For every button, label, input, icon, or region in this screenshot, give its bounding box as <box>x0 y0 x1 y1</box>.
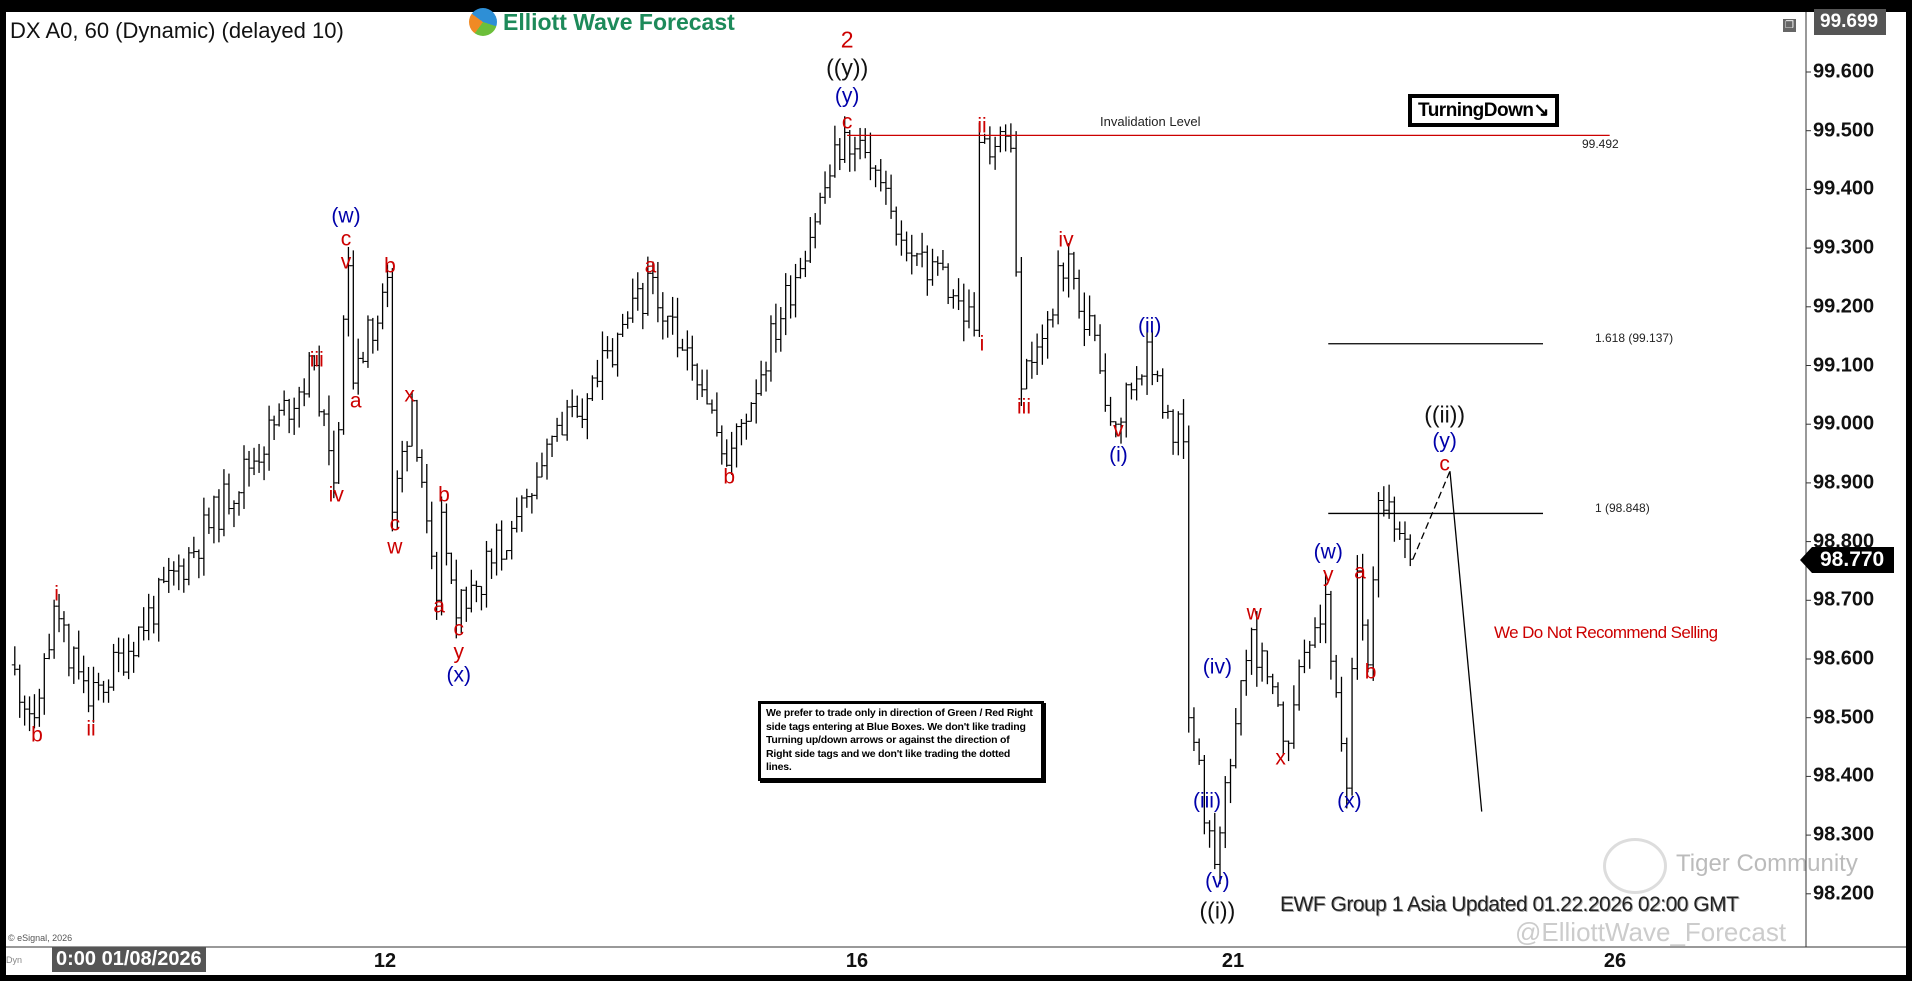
wave-label: b <box>438 483 450 507</box>
price-tag-current: 98.770 <box>1799 547 1895 573</box>
price-tick-label: 98.600 <box>1813 647 1875 670</box>
price-tick-label: 98.500 <box>1813 706 1875 729</box>
update-text: EWF Group 1 Asia Updated 01.22.2026 02:0… <box>1280 893 1739 916</box>
wave-label: (w) <box>1313 540 1343 564</box>
wave-label: x <box>404 383 415 407</box>
wave-label: ii <box>86 717 96 741</box>
wave-label: ((y)) <box>826 54 869 81</box>
invalidation-label: Invalidation Level <box>1100 114 1201 129</box>
wave-label: y <box>453 640 465 664</box>
wave-label: a <box>1354 560 1366 584</box>
wave-label: iii <box>309 348 324 372</box>
levels <box>847 134 1610 515</box>
price-tag-top: 99.699 <box>1814 9 1887 35</box>
price-bars <box>11 116 1414 885</box>
price-tick-label: 98.400 <box>1813 764 1875 787</box>
copyright: © eSignal, 2026 <box>8 933 73 943</box>
wave-label: ((ii)) <box>1424 401 1466 428</box>
wave-label: a <box>433 594 445 618</box>
price-tick-label: 98.800 <box>1813 530 1875 553</box>
wave-label: x <box>1275 746 1286 770</box>
price-tick-label: 99.300 <box>1813 236 1875 259</box>
time-tick-16: 16 <box>845 950 869 972</box>
wave-label: (iii) <box>1192 789 1221 813</box>
wave-label: (y) <box>1432 429 1457 453</box>
wave-label: w <box>1246 601 1262 625</box>
time-tick-21: 21 <box>1221 950 1245 972</box>
wave-label: (i) <box>1109 443 1128 467</box>
wave-label: a <box>349 389 362 413</box>
price-tick-label: 99.400 <box>1813 177 1875 200</box>
price-tick-label: 98.200 <box>1813 882 1875 905</box>
wave-label: (ii) <box>1137 314 1162 338</box>
wave-label: iv <box>328 483 344 507</box>
wave-label: (x) <box>446 663 472 687</box>
restore-window-icon[interactable]: ❐ <box>1783 19 1796 32</box>
wave-label: iii <box>1017 395 1031 419</box>
logo-icon <box>469 8 497 36</box>
price-tick-label: 99.600 <box>1813 60 1875 83</box>
recommendation-text: We Do Not Recommend Selling <box>1494 623 1718 642</box>
trading-note: We prefer to trade only in direction of … <box>758 701 1044 781</box>
wave-label: b <box>31 723 43 747</box>
chart-window <box>6 12 1906 975</box>
wave-label: (iv) <box>1202 655 1232 679</box>
price-tick-label: 99.000 <box>1813 412 1875 435</box>
wave-label: i <box>979 332 985 356</box>
fib-1618-label: 1.618 (99.137) <box>1595 331 1674 345</box>
wave-label: i <box>54 582 59 606</box>
wave-label: 2 <box>840 26 854 53</box>
logo-text: Elliott Wave Forecast <box>503 8 735 35</box>
wave-label: (w) <box>331 204 361 228</box>
wave-label: a <box>644 254 657 278</box>
wave-label: v <box>340 250 352 274</box>
projection-dashed-line <box>1412 470 1451 560</box>
wave-label: w <box>387 535 403 559</box>
wave-label: b <box>723 465 735 489</box>
price-tick-label: 99.100 <box>1813 354 1875 376</box>
wave-label: (y) <box>834 84 860 108</box>
wave-label: iv <box>1058 228 1074 252</box>
community-watermark: Tiger Community <box>1676 850 1858 877</box>
price-tick-label: 98.300 <box>1813 823 1875 846</box>
time-tick-26: 26 <box>1603 950 1627 972</box>
price-tick-label: 99.500 <box>1813 119 1875 142</box>
chart-title: DX A0, 60 (Dynamic) (delayed 10) <box>10 18 344 43</box>
price-tick-label: 98.900 <box>1813 471 1875 494</box>
wave-label: (v) <box>1205 869 1230 893</box>
handle-watermark: @ElliottWave_Forecast <box>1515 917 1787 947</box>
price-tick-label: 98.700 <box>1813 588 1875 611</box>
price-tick-label: 99.200 <box>1813 295 1875 318</box>
wave-label: c <box>841 110 853 134</box>
invalidation-value: 99.492 <box>1582 137 1619 151</box>
wave-label: c <box>1439 452 1450 476</box>
brand-logo: Elliott Wave Forecast <box>469 8 735 36</box>
turning-down-text: TurningDown <box>1418 100 1534 121</box>
turning-down-tag: TurningDown↘ <box>1408 94 1559 127</box>
wave-label: v <box>1113 418 1124 442</box>
wave-label: c <box>453 617 465 641</box>
projection-down-line <box>1449 471 1483 812</box>
wave-label: c <box>389 512 401 536</box>
time-axis-first-label: 0:00 01/08/2026 <box>52 947 206 972</box>
wave-label: y <box>1323 563 1334 587</box>
wave-label: c <box>340 227 352 251</box>
wave-label: b <box>1364 660 1377 684</box>
wave-label: b <box>384 254 396 278</box>
arrow-down-right-icon: ↘ <box>1533 100 1550 121</box>
dyn-stub: Dyn <box>6 955 23 965</box>
tiger-logo-icon <box>1603 838 1667 894</box>
projection <box>1412 470 1483 812</box>
wave-label: ((i)) <box>1199 897 1236 924</box>
fib-1-label: 1 (98.848) <box>1595 501 1650 515</box>
time-tick-12: 12 <box>373 950 397 972</box>
wave-label: ii <box>977 114 987 138</box>
wave-label: (x) <box>1337 789 1362 813</box>
